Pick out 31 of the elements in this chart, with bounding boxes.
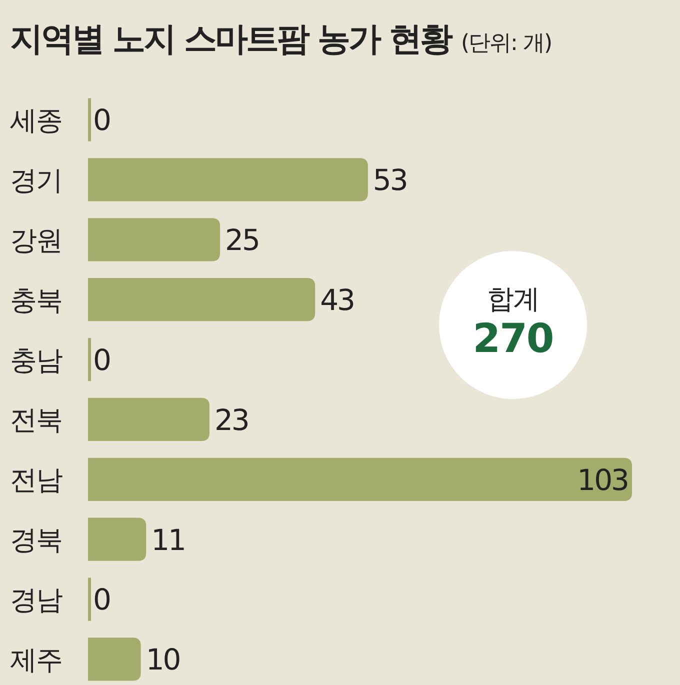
data-label: 0 <box>93 103 110 138</box>
y-tick-label: 강원 <box>10 225 62 256</box>
chart-subtitle: (단위: 개) <box>460 31 552 56</box>
bar <box>88 638 141 681</box>
data-label: 0 <box>93 582 110 617</box>
y-tick-label: 제주 <box>10 644 62 676</box>
bar <box>88 278 316 322</box>
data-label: 103 <box>577 462 628 497</box>
bar <box>88 158 368 202</box>
data-label: 23 <box>214 402 248 437</box>
y-tick-label: 충북 <box>10 285 62 316</box>
bar <box>88 398 210 442</box>
data-label: 25 <box>225 223 259 258</box>
data-label: 43 <box>320 283 354 318</box>
bar <box>88 218 220 262</box>
bar <box>88 518 146 561</box>
data-label: 53 <box>372 163 407 198</box>
bar <box>88 458 632 501</box>
data-label: 0 <box>93 342 110 377</box>
y-tick-label: 경기 <box>10 165 62 196</box>
y-tick-label: 세종 <box>10 105 62 136</box>
y-tick-label: 전북 <box>10 405 62 436</box>
y-tick-label: 경북 <box>10 525 62 556</box>
data-label: 10 <box>146 642 180 677</box>
y-tick-label: 전남 <box>10 465 63 496</box>
data-label: 11 <box>151 522 186 557</box>
y-tick-label: 경남 <box>10 585 63 616</box>
annotation: 270 <box>472 316 554 362</box>
y-tick-label: 충남 <box>10 345 63 376</box>
chart-title: 지역별 노지 스마트팜 농가 현황 <box>10 19 451 58</box>
annotation: 합계 <box>487 284 539 315</box>
